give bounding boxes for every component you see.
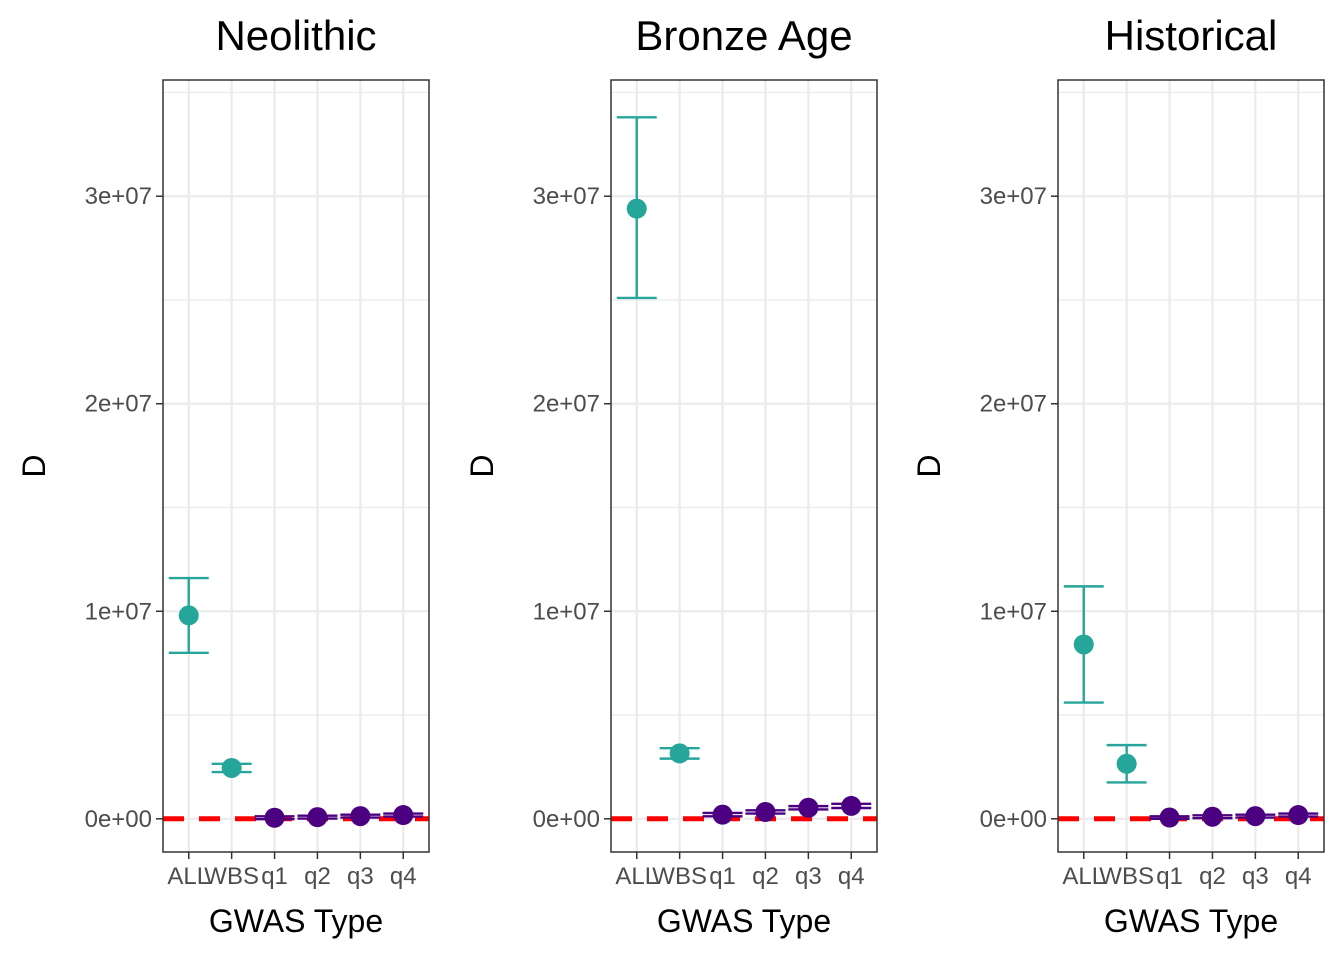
panel-title: Historical <box>1105 12 1278 59</box>
x-tick-label: q3 <box>1242 863 1269 890</box>
point-q1 <box>264 807 285 828</box>
y-tick-label: 0e+00 <box>533 806 600 833</box>
point-q4 <box>841 795 862 816</box>
point-q2 <box>307 807 328 828</box>
y-axis-label: D <box>911 454 947 477</box>
x-tick-label: WBS <box>652 863 707 890</box>
x-tick-label: ALL <box>1062 863 1105 890</box>
panel-border <box>610 79 878 853</box>
point-ALL <box>1073 634 1094 655</box>
panel-border <box>1057 79 1325 853</box>
y-tick-label: 3e+07 <box>533 183 600 210</box>
x-axis-label: GWAS Type <box>1104 903 1278 939</box>
point-WBS <box>1116 753 1137 774</box>
point-q3 <box>350 806 371 827</box>
panel-background <box>611 80 877 852</box>
x-tick-label: q4 <box>838 863 865 890</box>
point-q3 <box>1245 806 1266 827</box>
panel-title: Bronze Age <box>635 12 852 59</box>
x-tick-label: q4 <box>390 863 417 890</box>
x-tick-label: ALL <box>615 863 658 890</box>
x-tick-label: q2 <box>1199 863 1226 890</box>
x-axis-label: GWAS Type <box>657 903 831 939</box>
point-q4 <box>1288 805 1309 826</box>
y-tick-label: 1e+07 <box>85 598 152 625</box>
point-WBS <box>669 743 690 764</box>
x-axis-label: GWAS Type <box>209 903 383 939</box>
point-ALL <box>626 198 647 219</box>
y-tick-label: 3e+07 <box>85 183 152 210</box>
x-tick-label: WBS <box>1099 863 1154 890</box>
y-tick-label: 2e+07 <box>533 391 600 418</box>
point-WBS <box>221 757 242 778</box>
x-tick-label: q1 <box>709 863 736 890</box>
panel-background <box>163 80 429 852</box>
point-q2 <box>1202 806 1223 827</box>
panel-background <box>1058 80 1324 852</box>
y-tick-label: 0e+00 <box>85 806 152 833</box>
x-tick-label: WBS <box>204 863 259 890</box>
point-q4 <box>393 805 414 826</box>
x-tick-label: ALL <box>167 863 210 890</box>
x-tick-label: q2 <box>304 863 331 890</box>
panel-title: Neolithic <box>215 12 376 59</box>
x-tick-label: q2 <box>752 863 779 890</box>
point-q1 <box>1159 807 1180 828</box>
y-tick-label: 1e+07 <box>980 598 1047 625</box>
y-axis-label: D <box>16 454 52 477</box>
point-ALL <box>178 605 199 626</box>
x-tick-label: q3 <box>795 863 822 890</box>
y-tick-label: 2e+07 <box>85 391 152 418</box>
y-tick-label: 0e+00 <box>980 806 1047 833</box>
x-tick-label: q4 <box>1285 863 1312 890</box>
y-tick-label: 3e+07 <box>980 183 1047 210</box>
x-tick-label: q3 <box>347 863 374 890</box>
y-axis-label: D <box>464 454 500 477</box>
point-q1 <box>712 804 733 825</box>
x-tick-label: q1 <box>1156 863 1183 890</box>
x-tick-label: q1 <box>261 863 288 890</box>
point-q2 <box>755 801 776 822</box>
panel-border <box>162 79 430 853</box>
y-tick-label: 2e+07 <box>980 391 1047 418</box>
point-q3 <box>798 797 819 818</box>
y-tick-label: 1e+07 <box>533 598 600 625</box>
